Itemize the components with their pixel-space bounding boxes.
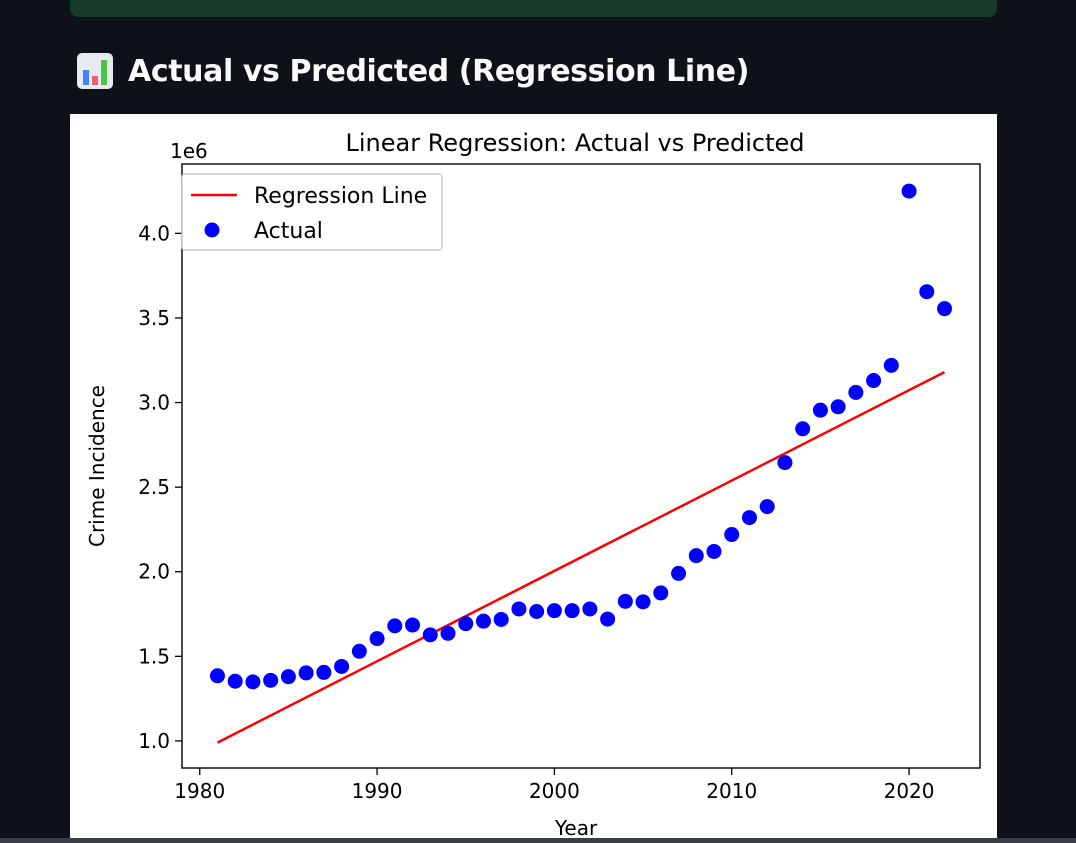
regression-line [216, 370, 946, 744]
bar-chart-icon [77, 53, 113, 89]
actual-point [351, 643, 367, 659]
regression-chart: Linear Regression: Actual vs Predicted 1… [85, 129, 981, 840]
legend-box [181, 173, 443, 251]
chart-title: Linear Regression: Actual vs Predicted [345, 129, 804, 157]
actual-point [812, 402, 828, 418]
actual-point [777, 455, 793, 471]
top-banner [70, 0, 997, 17]
actual-point [440, 625, 456, 641]
actual-point [316, 664, 332, 680]
actual-point [369, 631, 385, 647]
y-tick-label: 2.0 [138, 560, 170, 584]
x-tick-label: 2000 [529, 779, 580, 803]
actual-point [458, 616, 474, 632]
actual-point [706, 543, 722, 559]
actual-point [671, 565, 687, 581]
horizontal-scrollbar[interactable] [0, 838, 1076, 843]
y-tick-label: 1.0 [138, 729, 170, 753]
y-tick-label: 2.5 [138, 475, 170, 499]
actual-point [848, 384, 864, 400]
actual-point [511, 601, 527, 617]
actual-point [546, 603, 562, 619]
actual-point [582, 601, 598, 617]
section-heading: Actual vs Predicted (Regression Line) [76, 48, 749, 94]
x-tick-label: 2010 [706, 779, 757, 803]
scatter-layer [209, 183, 953, 690]
actual-point [245, 674, 261, 690]
legend-regression-label: Regression Line [254, 184, 427, 209]
actual-point [883, 357, 899, 373]
actual-point [866, 373, 882, 389]
actual-point [334, 658, 350, 674]
actual-point [529, 604, 545, 620]
actual-point [795, 421, 811, 437]
regression-layer [216, 370, 946, 744]
y-tick-label: 1.5 [138, 644, 170, 668]
actual-point [919, 284, 935, 300]
actual-point [741, 510, 757, 526]
legend: Regression Line Actual [181, 173, 443, 251]
actual-point [280, 669, 296, 685]
legend-actual-label: Actual [254, 219, 323, 244]
x-tick-label: 1990 [352, 779, 403, 803]
actual-point [635, 594, 651, 610]
x-axis-label: Year [554, 816, 598, 840]
x-axis: 1980 1990 2000 2010 2020 [174, 768, 935, 803]
actual-point [422, 627, 438, 643]
actual-point [724, 527, 740, 543]
actual-point [617, 593, 633, 609]
actual-point [405, 617, 421, 633]
actual-point [564, 603, 580, 619]
x-tick-label: 1980 [174, 779, 225, 803]
actual-point [937, 301, 953, 317]
y-offset-label: 1e6 [170, 139, 208, 163]
y-tick-label: 4.0 [138, 221, 170, 245]
actual-point [830, 399, 846, 415]
actual-point [209, 668, 225, 684]
actual-point [493, 611, 509, 627]
plot-frame [181, 163, 981, 769]
y-axis-label: Crime Incidence [85, 385, 109, 547]
chart-card: Linear Regression: Actual vs Predicted 1… [70, 114, 997, 843]
x-tick-label: 2020 [884, 779, 935, 803]
actual-point [263, 672, 279, 688]
actual-point [387, 618, 403, 634]
actual-point [475, 613, 491, 629]
y-axis: 1.0 1.5 2.0 2.5 3.0 3.5 4.0 [138, 221, 182, 753]
actual-point [688, 548, 704, 564]
legend-actual-swatch [204, 222, 220, 238]
y-tick-label: 3.0 [138, 391, 170, 415]
actual-point [600, 611, 616, 627]
actual-point [653, 585, 669, 601]
y-tick-label: 3.5 [138, 306, 170, 330]
actual-point [298, 665, 314, 681]
actual-point [227, 673, 243, 689]
section-title: Actual vs Predicted (Regression Line) [128, 53, 750, 89]
actual-point [901, 183, 917, 199]
actual-point [759, 499, 775, 515]
